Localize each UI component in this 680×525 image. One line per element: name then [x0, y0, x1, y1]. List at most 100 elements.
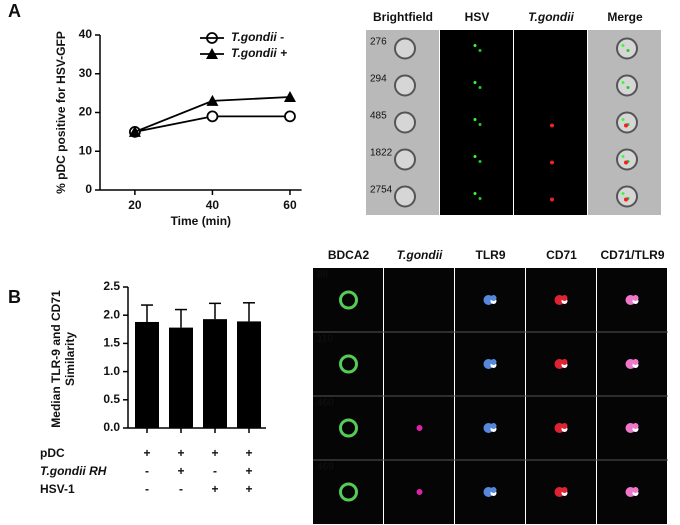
cell: [616, 74, 638, 97]
cell-id: 2754: [370, 185, 393, 196]
condition-mark: +: [245, 446, 252, 460]
cell-signal: [473, 155, 477, 158]
cell: [394, 185, 416, 208]
image-column: [514, 30, 587, 215]
cell-signal: [621, 155, 625, 158]
cell-signal: [621, 192, 625, 195]
y-tick-label: 2.0: [103, 307, 120, 321]
y-tick-label: 0: [85, 182, 92, 196]
cell-id: 276: [370, 37, 387, 48]
image-column-header: BDCA2: [328, 248, 370, 262]
condition-mark: -: [145, 464, 149, 478]
y-tick-label: 40: [79, 27, 93, 41]
cell-signal: [632, 487, 639, 493]
legend-label: T.gondii +: [231, 46, 287, 60]
cell-signal: [478, 197, 482, 200]
cell-signal: [561, 487, 568, 493]
cell-signal: [621, 81, 625, 84]
cell: [616, 185, 638, 208]
y-tick-label: 1.0: [103, 364, 120, 378]
cell-id: 110: [317, 334, 333, 345]
cell-signal: [473, 44, 477, 47]
marker: [206, 94, 219, 106]
image-column-header: CD71/TLR9: [600, 248, 664, 262]
cell-signal: [624, 160, 628, 165]
cell: [394, 148, 416, 171]
marker: [283, 91, 296, 102]
condition-mark: +: [211, 482, 218, 496]
cell-signal: [621, 118, 625, 121]
cell-signal: [550, 160, 554, 165]
cell-id: 88: [317, 270, 329, 281]
cell: [616, 111, 638, 134]
image-column-header: TLR9: [476, 248, 506, 262]
cell-signal: [478, 86, 482, 89]
condition-mark: -: [213, 464, 217, 478]
cell-signal: [473, 192, 477, 195]
cell-signal: [621, 44, 625, 47]
y-tick-label: 0.0: [103, 420, 120, 434]
y-tick-label: 0.5: [103, 392, 120, 406]
image-column-header: HSV: [465, 10, 490, 24]
y-tick-label: 1.5: [103, 336, 120, 350]
cell-signal: [624, 197, 628, 202]
condition-label: T.gondii RH: [40, 464, 107, 478]
cell-signal: [473, 81, 477, 84]
panel-label: A: [8, 1, 21, 21]
bar: [237, 321, 261, 428]
image-column-header: Merge: [607, 10, 643, 24]
cell-id: 469: [317, 462, 334, 473]
marker: [284, 110, 296, 123]
cell-signal: [490, 487, 497, 493]
condition-mark: +: [211, 446, 218, 460]
condition-mark: +: [143, 446, 150, 460]
image-column-header: T.gondii: [528, 10, 574, 24]
y-tick-label: 2.5: [103, 279, 120, 293]
cell-signal: [632, 423, 639, 429]
cell-signal: [626, 49, 630, 52]
cell: [616, 37, 638, 60]
x-tick-label: 40: [206, 198, 220, 212]
cell-signal: [561, 295, 568, 301]
condition-mark: +: [245, 464, 252, 478]
cell-signal: [473, 118, 477, 121]
condition-mark: -: [145, 482, 149, 496]
cell-signal: [490, 295, 497, 301]
condition-label: pDC: [40, 446, 65, 460]
cell-id: 485: [370, 111, 387, 122]
cell-signal: [626, 86, 630, 89]
condition-mark: -: [179, 482, 183, 496]
cell: [616, 148, 638, 171]
legend-label: T.gondii -: [231, 30, 284, 44]
image-column-header: CD71: [546, 248, 577, 262]
image-column-header: T.gondii: [397, 248, 443, 262]
y-axis-label: % pDC positive for HSV-GFP: [54, 31, 68, 194]
x-axis-label: Time (min): [171, 214, 231, 228]
condition-mark: +: [177, 446, 184, 460]
y-tick-label: 30: [79, 66, 93, 80]
cell: [339, 354, 358, 374]
cell-signal: [416, 425, 423, 431]
cell-signal: [490, 359, 497, 365]
cell-signal: [561, 423, 568, 429]
image-column: [440, 30, 513, 215]
cell-signal: [478, 160, 482, 163]
y-tick-label: 20: [79, 105, 93, 119]
condition-mark: +: [245, 482, 252, 496]
panel-label: B: [8, 287, 21, 307]
cell-signal: [561, 359, 568, 365]
y-axis-label: Median TLR-9 and CD71 Similarity: [49, 290, 77, 428]
bar: [203, 319, 227, 428]
marker: [128, 125, 141, 137]
cell-id: 1822: [370, 148, 393, 159]
x-tick-label: 60: [283, 198, 297, 212]
cell: [339, 418, 358, 438]
x-tick-label: 20: [128, 198, 142, 212]
bar: [135, 321, 159, 428]
cell-id: 460: [317, 398, 334, 409]
cell-id: 294: [370, 74, 387, 85]
cell-signal: [478, 49, 482, 52]
cell-signal: [632, 295, 639, 301]
